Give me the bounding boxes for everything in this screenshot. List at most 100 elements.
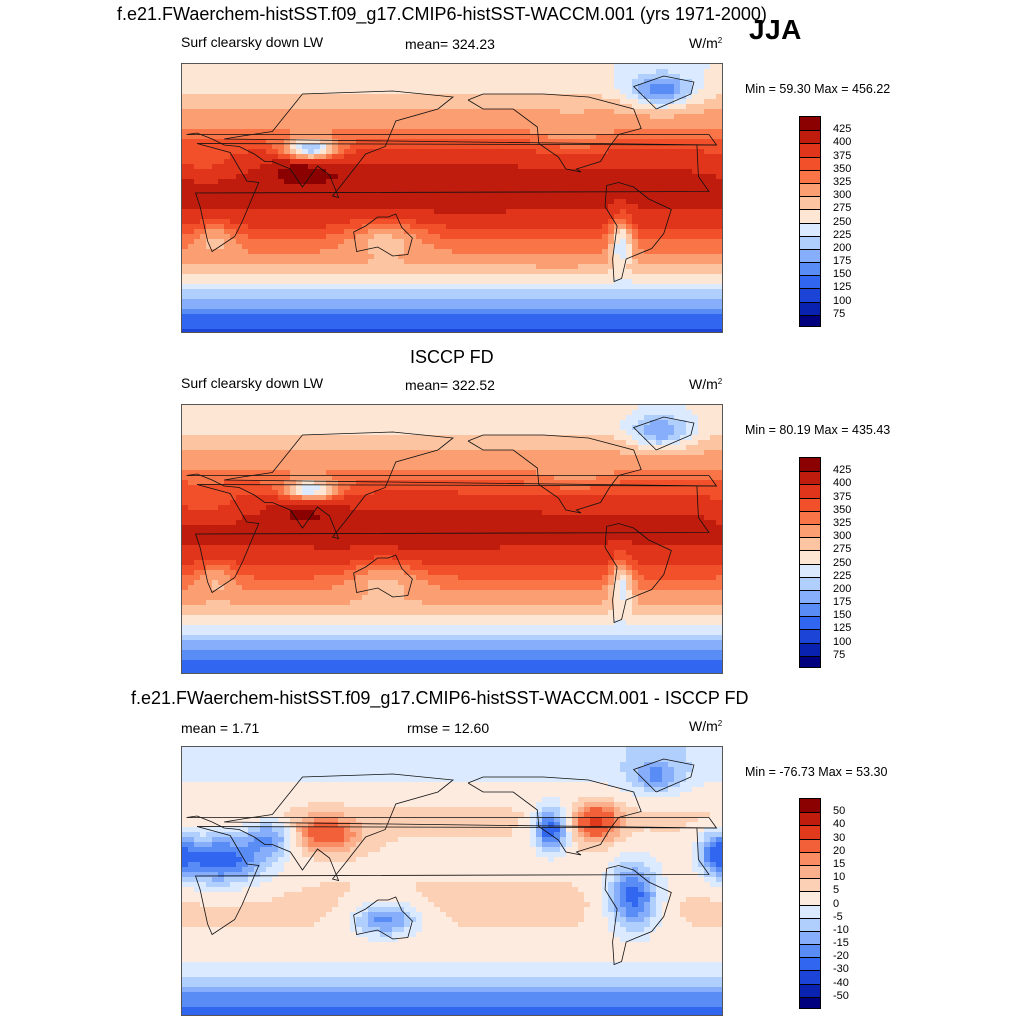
field-cell [614,69,621,75]
field-cell [572,219,579,225]
field-cell [656,174,663,180]
field-cell [392,169,399,175]
field-cell [272,114,279,120]
field-cell [278,74,285,80]
field-cell [620,134,627,140]
field-cell [284,69,291,75]
field-cell [182,199,189,205]
field-cell [626,124,633,130]
panel-1-field-label: Surf clearsky down LW [181,34,324,50]
field-cell [206,74,213,80]
field-cell [326,249,333,255]
field-cell [602,244,609,250]
field-cell [686,139,693,145]
field-cell [356,229,363,235]
field-cell [452,214,459,220]
field-cell [398,94,405,100]
field-cell [542,264,549,270]
panel-2-title: ISCCP FD [410,347,494,367]
field-cell [386,219,393,225]
field-cell [422,274,429,280]
field-cell [428,169,435,175]
field-cell [290,134,297,140]
field-cell [572,194,579,200]
field-cell [242,214,249,220]
field-cell [218,74,225,80]
field-cell [410,279,417,285]
field-cell [542,109,549,115]
field-cell [560,319,567,325]
field-cell [716,184,722,190]
field-cell [254,249,261,255]
field-cell [692,294,699,300]
field-cell [218,164,225,170]
field-cell [314,319,321,325]
field-cell [650,139,657,145]
field-cell [692,204,699,210]
field-cell [614,279,621,285]
field-cell [662,104,669,110]
field-cell [194,79,201,85]
field-cell [212,119,219,125]
field-cell [260,99,267,105]
field-cell [542,254,549,260]
field-cell [686,279,693,285]
field-cell [230,184,237,190]
field-cell [554,164,561,170]
field-cell [494,219,501,225]
field-cell [452,134,459,140]
field-cell [632,259,639,265]
field-cell [422,134,429,140]
field-cell [530,109,537,115]
field-cell [650,194,657,200]
field-cell [506,274,513,280]
field-cell [626,169,633,175]
field-cell [320,139,327,145]
field-cell [518,124,525,130]
field-cell [704,84,711,90]
field-cell [488,119,495,125]
field-cell [344,129,351,135]
field-cell [398,279,405,285]
field-cell [458,69,465,75]
field-cell [434,269,441,275]
field-cell [278,144,285,150]
field-cell [302,84,309,90]
field-cell [644,219,651,225]
field-cell [536,224,543,230]
field-cell [206,284,213,290]
field-cell [578,119,585,125]
field-cell [530,209,537,215]
field-cell [362,224,369,230]
field-cell [470,219,477,225]
field-cell [680,159,687,165]
field-cell [446,174,453,180]
field-cell [284,174,291,180]
field-cell [326,84,333,90]
field-cell [680,254,687,260]
field-cell [194,239,201,245]
field-cell [536,149,543,155]
field-cell [368,169,375,175]
field-cell [314,79,321,85]
field-cell [326,124,333,130]
field-cell [194,124,201,130]
field-cell [338,89,345,95]
field-cell [296,174,303,180]
field-cell [560,289,567,295]
field-cell [260,159,267,165]
field-cell [254,244,261,250]
field-cell [716,309,722,315]
field-cell [188,154,195,160]
field-cell [344,144,351,150]
field-cell [464,79,471,85]
field-cell [584,174,591,180]
field-cell [446,294,453,300]
field-cell [308,179,315,185]
field-cell [320,69,327,75]
field-cell [524,114,531,120]
field-cell [332,244,339,250]
field-cell [314,294,321,300]
field-cell [548,199,555,205]
field-cell [320,239,327,245]
